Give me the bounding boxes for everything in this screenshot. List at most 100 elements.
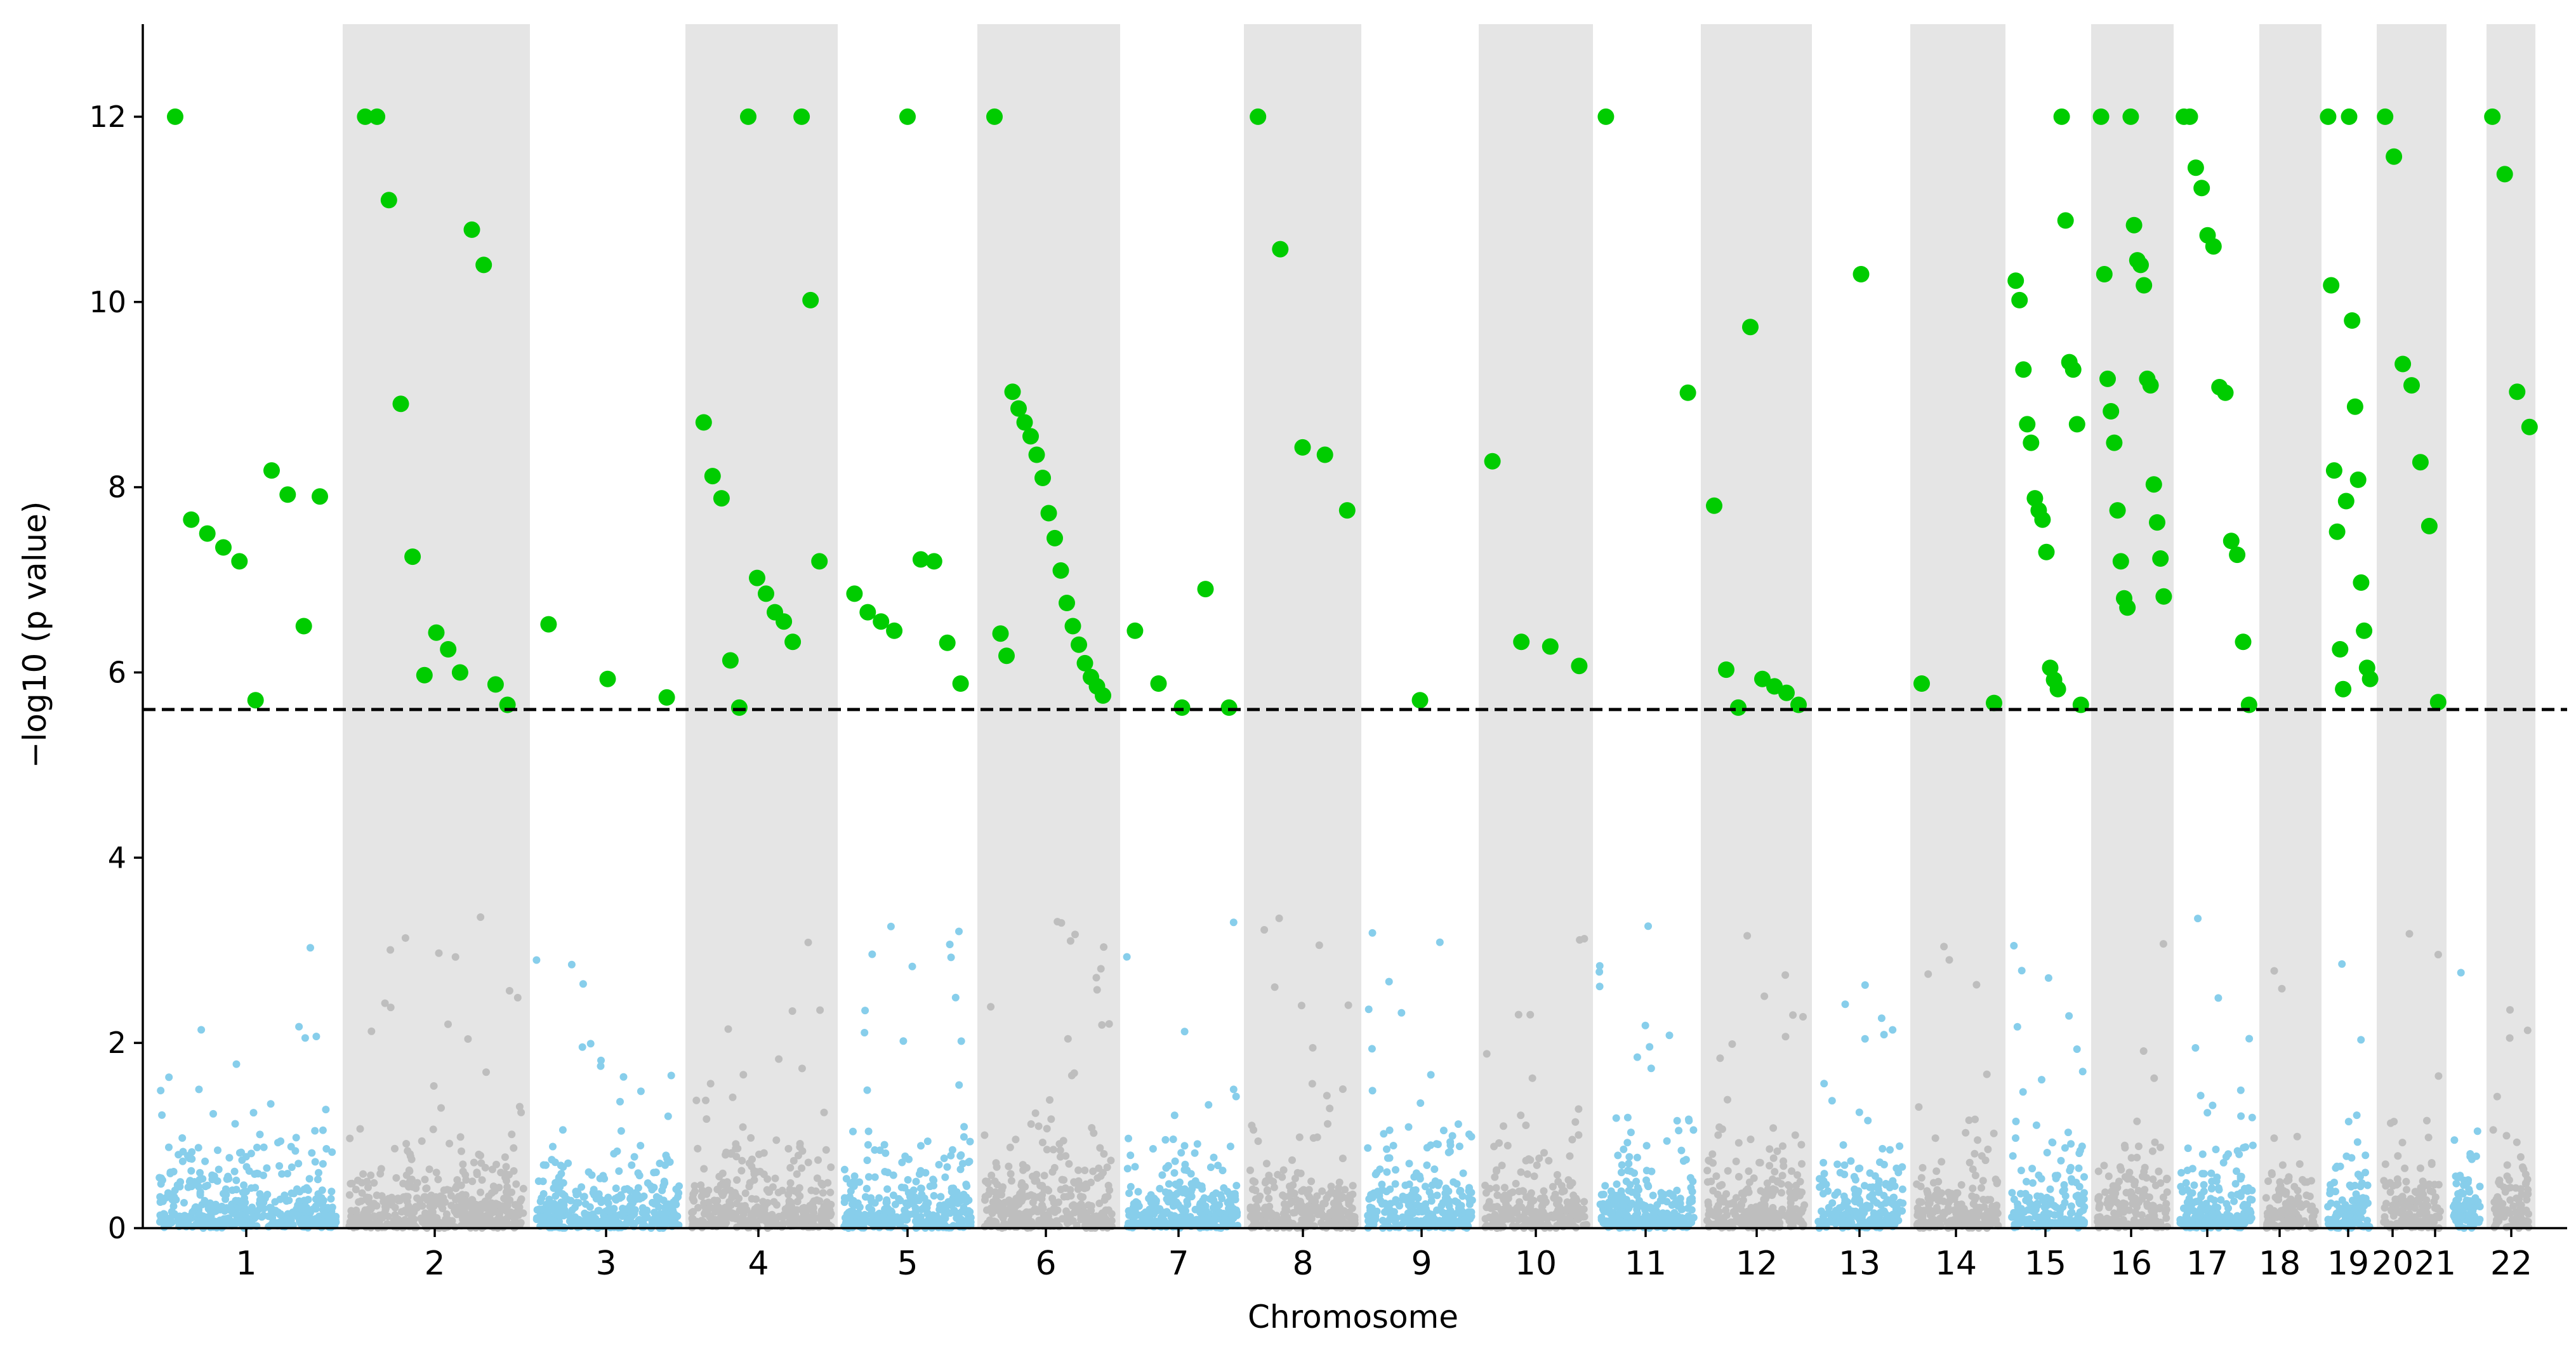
snp-point [2338, 960, 2346, 968]
snp-point [517, 1197, 524, 1205]
snp-point [1218, 1194, 1226, 1203]
snp-point [1595, 968, 1604, 976]
snp-point [981, 1196, 989, 1204]
snp-point [258, 1213, 266, 1221]
snp-point [1364, 1005, 1373, 1014]
snp-point [432, 1168, 440, 1177]
snp-point [793, 1198, 802, 1206]
snp-point [1634, 1220, 1642, 1228]
snp-point [999, 1214, 1007, 1222]
snp-point [656, 1160, 664, 1167]
snp-point [2217, 1196, 2225, 1204]
snp-point [251, 1184, 260, 1192]
snp-point [1490, 1142, 1498, 1151]
snp-point [435, 949, 443, 957]
snp-point [1231, 1196, 1239, 1203]
snp-point [1304, 1190, 1312, 1198]
snp-point [221, 1195, 230, 1203]
snp-point [539, 1215, 547, 1223]
snp-point [585, 1168, 593, 1176]
snp-point [1382, 1188, 1390, 1196]
snp-point [850, 1172, 859, 1181]
snp-point [1468, 1196, 1476, 1204]
snp-point [1678, 1214, 1686, 1222]
snp-point [311, 1158, 319, 1166]
snp-point [915, 1170, 923, 1178]
snp-point [688, 1208, 696, 1217]
snp-point [367, 1171, 375, 1179]
snp-point [935, 1205, 944, 1214]
snp-point [482, 1068, 490, 1076]
snp-point [205, 1214, 213, 1222]
snp-point [941, 1210, 949, 1219]
snp-point [1712, 1212, 1720, 1220]
snp-point [1437, 1201, 1446, 1210]
snp-point [706, 1214, 715, 1222]
snp-point [157, 1215, 166, 1222]
snp-point [1220, 1184, 1228, 1192]
snp-point [187, 1167, 195, 1175]
snp-point [1799, 1013, 1807, 1021]
snp-point [1278, 1173, 1286, 1181]
snp-point [920, 1194, 928, 1202]
snp-point [1519, 1187, 1527, 1195]
snp-point [1063, 1219, 1071, 1228]
snp-point [1503, 1142, 1512, 1149]
snp-point [178, 1134, 187, 1142]
snp-point [1575, 1215, 1583, 1223]
snp-point [1540, 1194, 1549, 1202]
snp-point [1019, 1220, 1027, 1228]
snp-point [987, 1171, 996, 1179]
snp-point [1170, 1111, 1179, 1120]
snp-point [984, 1190, 993, 1198]
snp-point [788, 1007, 796, 1015]
snp-point [1128, 1221, 1137, 1229]
snp-point [1734, 1139, 1743, 1147]
snp-point [2188, 1165, 2196, 1173]
snp-point [1549, 1182, 1557, 1191]
snp-point [543, 1221, 551, 1229]
snp-point [743, 1217, 751, 1225]
snp-point [199, 1217, 208, 1225]
snp-point [1500, 1209, 1509, 1217]
snp-point [1265, 1172, 1273, 1179]
snp-point [1523, 1170, 1531, 1178]
snp-point [1676, 1194, 1684, 1203]
snp-point [477, 1159, 485, 1167]
snp-point [287, 1142, 295, 1151]
snp-point [1535, 1155, 1543, 1162]
snp-point [960, 1133, 968, 1141]
snp-point [168, 1211, 176, 1219]
snp-point [209, 1223, 218, 1231]
snp-point [1974, 1136, 1982, 1144]
snp-point [2203, 1109, 2212, 1117]
snp-point [1281, 1193, 1289, 1201]
snp-point [1709, 1187, 1717, 1194]
snp-point [911, 1204, 920, 1212]
snp-point [2019, 1088, 2027, 1096]
snp-point [634, 1184, 642, 1192]
snp-point [1861, 981, 1869, 989]
snp-point [345, 1191, 353, 1199]
snp-point [1211, 1211, 1219, 1219]
snp-point [1103, 1163, 1111, 1172]
snp-point [1425, 1188, 1434, 1196]
snp-point [1180, 1142, 1189, 1150]
snp-point [477, 913, 485, 921]
snp-point [1423, 1161, 1431, 1169]
snp-point [1716, 1196, 1724, 1205]
snp-point [1054, 918, 1062, 926]
snp-point [1169, 1135, 1177, 1143]
snp-point [1842, 1210, 1850, 1218]
snp-point [473, 1170, 481, 1179]
snp-point [2207, 1169, 2216, 1177]
snp-point [1326, 1219, 1334, 1228]
snp-point [912, 1196, 920, 1205]
snp-point [1123, 953, 1131, 961]
snp-point [402, 1171, 411, 1179]
snp-point [1069, 1217, 1077, 1225]
snp-point [2094, 1167, 2103, 1175]
snp-point [457, 1181, 465, 1189]
snp-point [201, 1157, 209, 1165]
